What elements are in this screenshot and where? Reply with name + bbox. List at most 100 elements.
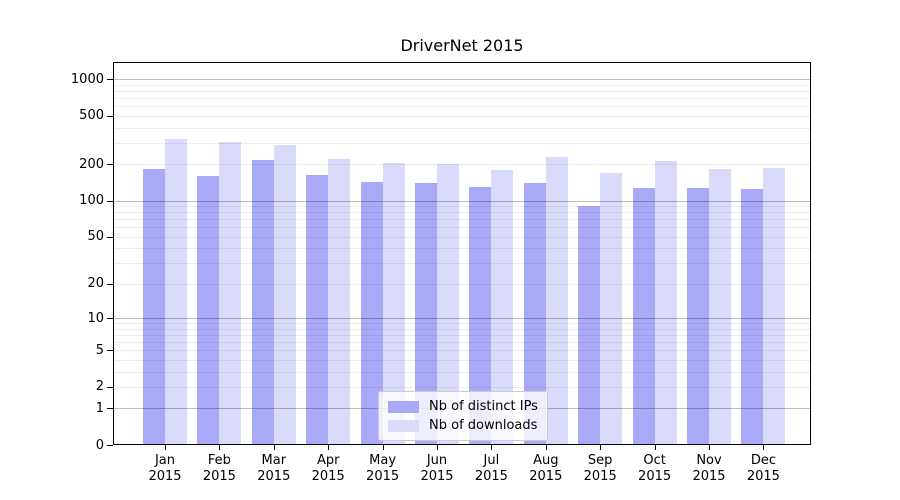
- x-tick-label-may: May 2015: [366, 453, 400, 484]
- legend-label-distinct-ips: Nb of distinct IPs: [429, 399, 538, 414]
- bar-downloads-feb: [219, 141, 242, 445]
- gridline-minor-3: [113, 371, 811, 373]
- x-tick-mark-jan: [165, 445, 166, 450]
- bar-downloads-may: [382, 162, 405, 445]
- gridline-minor-40: [113, 248, 811, 250]
- chart-title: DriverNet 2015: [400, 36, 524, 55]
- gridline-minor-90: [113, 206, 811, 208]
- x-tick-label-jul: Jul 2015: [474, 453, 508, 484]
- x-tick-mark-jun: [437, 445, 438, 450]
- gridline-minor-600: [113, 106, 811, 108]
- y-tick-mark-10: [107, 318, 113, 320]
- legend: Nb of distinct IPs Nb of downloads: [378, 391, 548, 441]
- y-tick-label-1000: 1000: [70, 71, 104, 87]
- legend-swatch-downloads-icon: [388, 419, 419, 432]
- gridline-minor-4: [113, 359, 811, 361]
- x-tick-mark-aug: [545, 445, 547, 450]
- bar-distinct-ips-apr: [306, 175, 329, 445]
- gridline-minor-50: [113, 236, 811, 238]
- y-tick-label-500: 500: [79, 108, 104, 124]
- bar-distinct-ips-nov: [687, 187, 709, 445]
- y-tick-mark-20: [107, 283, 113, 285]
- bar-downloads-sep: [600, 173, 623, 445]
- x-tick-mark-dec: [763, 445, 765, 450]
- y-tick-mark-1000: [107, 79, 113, 81]
- x-tick-mark-nov: [709, 445, 710, 450]
- gridline-minor-6: [113, 341, 811, 343]
- bar-distinct-ips-dec: [741, 189, 764, 445]
- gridline-minor-20: [113, 283, 811, 285]
- y-tick-mark-100: [107, 200, 113, 202]
- y-tick-label-20: 20: [87, 276, 104, 292]
- bar-downloads-jul: [491, 170, 514, 445]
- x-tick-label-mar: Mar 2015: [257, 453, 291, 484]
- bar-distinct-ips-jul: [469, 186, 492, 445]
- gridline-minor-400: [113, 127, 811, 129]
- x-tick-mark-jul: [491, 445, 493, 450]
- bar-distinct-ips-sep: [578, 206, 601, 445]
- gridline-minor-900: [113, 84, 811, 86]
- bar-downloads-oct: [654, 160, 677, 445]
- y-tick-label-0: 0: [95, 437, 104, 453]
- x-tick-label-jun: Jun 2015: [420, 453, 454, 484]
- y-tick-label-1: 1: [95, 400, 104, 416]
- gridline-minor-7: [113, 334, 811, 336]
- gridline-minor-8: [113, 328, 811, 330]
- bar-downloads-jun: [437, 164, 459, 445]
- gridline-minor-80: [113, 212, 811, 214]
- x-tick-label-dec: Dec 2015: [746, 453, 780, 484]
- legend-label-downloads: Nb of downloads: [429, 418, 538, 433]
- y-tick-mark-2: [107, 386, 113, 388]
- gridline-major-10: [113, 318, 811, 320]
- x-tick-label-jan: Jan 2015: [148, 453, 182, 484]
- gridline-minor-9: [113, 323, 811, 325]
- bar-downloads-mar: [273, 145, 296, 445]
- y-tick-label-2: 2: [95, 379, 104, 395]
- x-tick-label-feb: Feb 2015: [202, 453, 236, 484]
- x-tick-label-aug: Aug 2015: [529, 453, 563, 484]
- legend-swatch-distinct-ips-icon: [388, 400, 419, 413]
- gridline-minor-5: [113, 350, 811, 352]
- legend-item-downloads: Nb of downloads: [388, 416, 538, 435]
- bar-downloads-dec: [763, 167, 786, 445]
- y-tick-mark-5: [107, 350, 113, 352]
- bar-distinct-ips-feb: [197, 176, 220, 445]
- gridline-minor-800: [113, 91, 811, 93]
- x-tick-mark-sep: [600, 445, 602, 450]
- y-tick-mark-1: [107, 408, 113, 410]
- gridline-major-100: [113, 200, 811, 202]
- x-tick-mark-apr: [328, 445, 330, 450]
- bar-downloads-apr: [328, 159, 351, 445]
- legend-item-distinct-ips: Nb of distinct IPs: [388, 397, 538, 416]
- plot-area: [113, 62, 811, 445]
- x-tick-label-apr: Apr 2015: [311, 453, 345, 484]
- gridline-minor-500: [113, 115, 811, 117]
- x-tick-mark-mar: [273, 445, 275, 450]
- bar-distinct-ips-aug: [523, 183, 546, 445]
- y-tick-mark-500: [107, 115, 113, 117]
- gridline-minor-300: [113, 142, 811, 144]
- y-tick-mark-50: [107, 236, 113, 238]
- bar-distinct-ips-mar: [251, 160, 274, 445]
- bar-distinct-ips-oct: [632, 188, 655, 445]
- x-tick-label-sep: Sep 2015: [583, 453, 617, 484]
- bar-downloads-jan: [165, 139, 187, 445]
- y-tick-label-100: 100: [79, 193, 104, 209]
- y-tick-mark-200: [107, 164, 113, 166]
- x-tick-mark-oct: [654, 445, 656, 450]
- gridline-minor-700: [113, 98, 811, 100]
- y-tick-label-50: 50: [87, 229, 104, 245]
- x-tick-mark-feb: [219, 445, 221, 450]
- x-tick-mark-may: [382, 445, 384, 450]
- bar-downloads-aug: [545, 157, 568, 445]
- bar-downloads-nov: [709, 169, 731, 445]
- bar-distinct-ips-jun: [415, 183, 437, 445]
- y-tick-mark-0: [107, 445, 113, 446]
- bar-distinct-ips-jan: [143, 169, 165, 445]
- x-tick-label-oct: Oct 2015: [638, 453, 672, 484]
- gridline-minor-70: [113, 219, 811, 221]
- gridline-major-1000: [113, 79, 811, 81]
- y-tick-label-5: 5: [95, 342, 104, 358]
- gridline-minor-60: [113, 227, 811, 229]
